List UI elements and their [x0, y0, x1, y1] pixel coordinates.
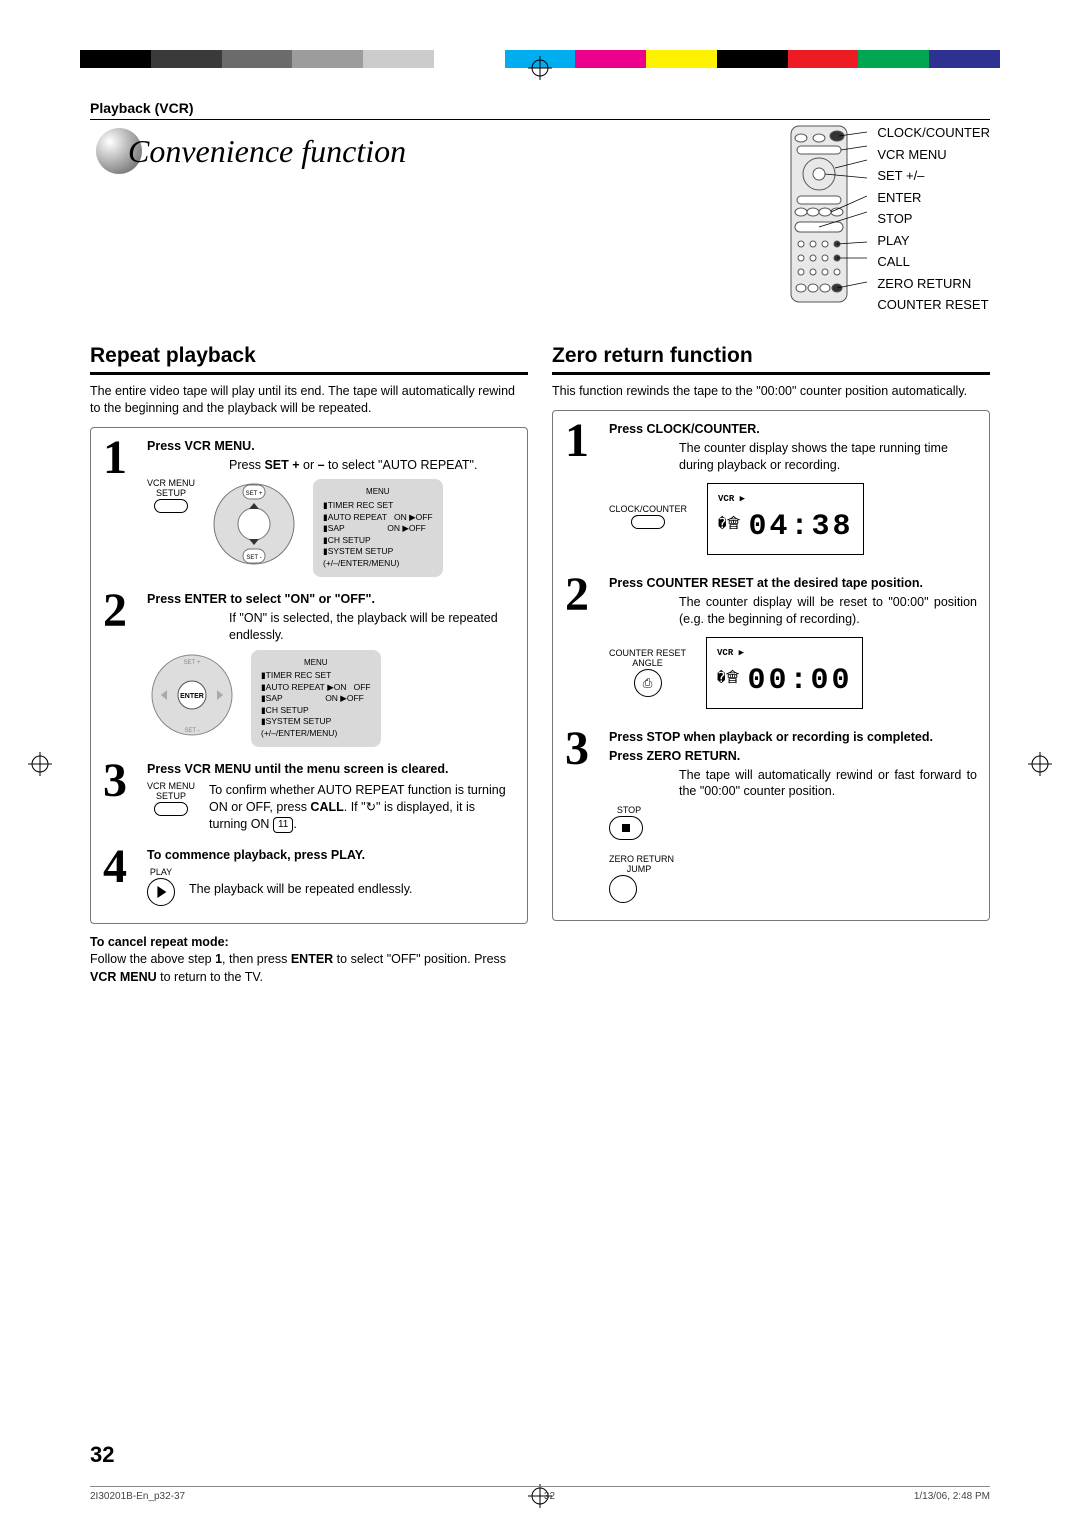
counter-reset-button-icon: ⎙: [634, 669, 662, 697]
tape-loop-icon: �會: [717, 671, 739, 687]
step-2: 2 Press COUNTER RESET at the desired tap…: [565, 575, 977, 715]
dpad-icon: SET + SET -: [209, 479, 299, 569]
remote-label: COUNTER RESET: [877, 296, 990, 314]
remote-label: ENTER: [877, 189, 990, 207]
tape-loop-icon: �會: [718, 517, 740, 533]
clock-counter-button-icon: [631, 515, 665, 529]
step-3: 3 Press STOP when playback or recording …: [565, 729, 977, 908]
osd-menu-panel: MENU▮TIMER REC SET▮AUTO REPEAT ▶ON OFF▮S…: [251, 650, 381, 748]
stop-button-icon: [609, 816, 643, 840]
svg-text:SET +: SET +: [246, 491, 263, 497]
page-title: Convenience function: [90, 128, 406, 174]
osd-menu-panel: MENU▮TIMER REC SET▮AUTO REPEAT ON ▶OFF▮S…: [313, 479, 443, 577]
step-text: Press SET + or – to select "AUTO REPEAT"…: [229, 458, 477, 472]
remote-label: SET +/–: [877, 167, 990, 185]
play-button-icon: [147, 878, 175, 906]
step-2: 2 Press ENTER to select "ON" or "OFF". I…: [103, 591, 515, 747]
step-1: 1 Press CLOCK/COUNTER. The counter displ…: [565, 421, 977, 561]
registration-mark-icon: [28, 752, 52, 776]
step-text: To confirm whether AUTO REPEAT function …: [209, 782, 515, 833]
section-heading-zero: Zero return function: [552, 344, 990, 375]
remote-label: VCR MENU: [877, 146, 990, 164]
step-3: 3 Press VCR MENU until the menu screen i…: [103, 761, 515, 833]
page-number: 32: [90, 1442, 114, 1468]
badge-11-icon: 11: [273, 817, 293, 833]
cancel-note: To cancel repeat mode: Follow the above …: [90, 934, 528, 987]
section-intro: This function rewinds the tape to the "0…: [552, 383, 990, 400]
remote-label: ZERO RETURN: [877, 275, 990, 293]
remote-icon: [787, 124, 867, 304]
remote-label: CLOCK/COUNTER: [877, 124, 990, 142]
registration-mark-icon: [1028, 752, 1052, 776]
svg-text:SET +: SET +: [184, 660, 201, 666]
zero-return-button-icon: [609, 875, 637, 903]
remote-label: CALL: [877, 253, 990, 271]
svg-text:SET -: SET -: [184, 728, 199, 734]
button-label: VCR MENU SETUP: [147, 479, 195, 499]
registration-mark-icon: [528, 56, 552, 80]
footer: 2I30201B-En_p32-37 32 1/13/06, 2:48 PM: [90, 1486, 990, 1502]
section-intro: The entire video tape will play until it…: [90, 383, 528, 417]
svg-text:ENTER: ENTER: [180, 693, 204, 700]
step-1: 1 Press VCR MENU. Press SET + or – to se…: [103, 438, 515, 577]
vcr-menu-button-icon: [154, 802, 188, 816]
lcd-display: VCR ▶ �會04:38: [707, 483, 864, 554]
remote-diagram: CLOCK/COUNTER VCR MENU SET +/– ENTER STOP PLA…: [787, 124, 990, 314]
step-4: 4 To commence playback, press PLAY. PLAY…: [103, 847, 515, 911]
lcd-display: VCR ▶ �會00:00: [706, 637, 863, 708]
dpad-enter-icon: ENTER SET + SET -: [147, 650, 237, 740]
remote-label: PLAY: [877, 232, 990, 250]
breadcrumb: Playback (VCR): [90, 100, 990, 120]
repeat-loop-icon: ↻: [366, 800, 376, 814]
remote-label: STOP: [877, 210, 990, 228]
svg-text:SET -: SET -: [246, 555, 261, 561]
vcr-menu-button-icon: [154, 499, 188, 513]
section-heading-repeat: Repeat playback: [90, 344, 528, 375]
